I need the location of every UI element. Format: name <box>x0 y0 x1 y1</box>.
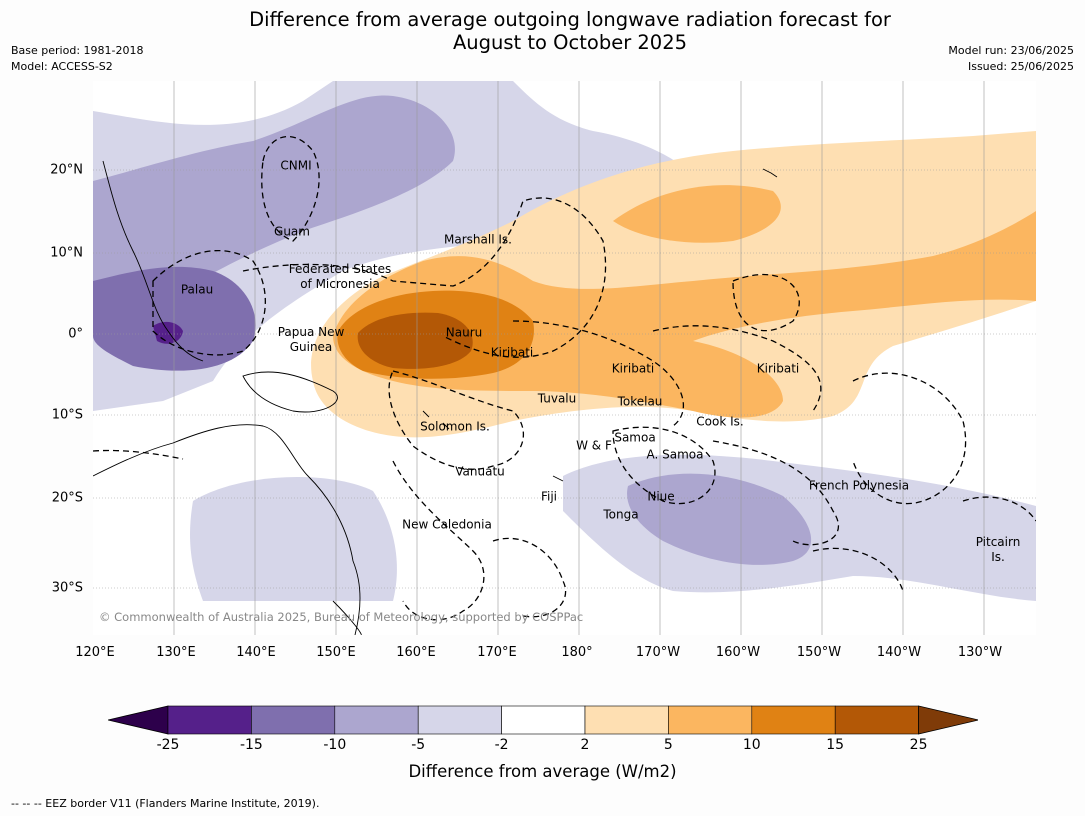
colorbar-segment <box>834 705 919 735</box>
lon-tick-label: 130°W <box>957 645 1003 660</box>
colorbar <box>108 705 978 735</box>
base-period: Base period: 1981-2018 <box>11 44 144 57</box>
field-orange-north <box>613 185 781 243</box>
copyright-text: © Commonwealth of Australia 2025, Bureau… <box>99 610 583 624</box>
region-label: Samoa <box>614 430 656 445</box>
region-label: CNMI <box>280 158 312 173</box>
field-deep-purple-core <box>153 321 183 344</box>
lat-tick-label: 0° <box>68 326 83 342</box>
colorbar-segment <box>751 705 836 735</box>
lon-tick-label: 180° <box>561 645 593 660</box>
colorbar-extension-low <box>108 705 169 735</box>
graticule <box>93 81 1036 635</box>
lat-tick-label: 20°N <box>50 162 83 178</box>
meta-right: Model run: 23/06/2025 Issued: 25/06/2025 <box>948 43 1074 75</box>
region-label: Tuvalu <box>537 391 577 406</box>
region-label: A. Samoa <box>646 447 704 462</box>
colorbar-tick-label: -5 <box>411 737 426 753</box>
colorbar-segment <box>584 705 669 735</box>
lon-tick-label: 160°E <box>396 645 436 660</box>
meta-left: Base period: 1981-2018 Model: ACCESS-S2 <box>11 43 143 75</box>
region-label: Papua New Guinea <box>277 325 345 354</box>
colorbar-segment <box>334 705 419 735</box>
title-line-1: Difference from average outgoing longwav… <box>249 8 891 31</box>
region-label: Niue <box>647 489 675 504</box>
colorbar-segment <box>251 705 336 735</box>
model-run: Model run: 23/06/2025 <box>948 44 1074 57</box>
model-name: Model: ACCESS-S2 <box>11 60 113 73</box>
title-line-2: August to October 2025 <box>452 31 688 54</box>
region-label: W & F <box>576 438 612 453</box>
lon-tick-label: 140°W <box>876 645 922 660</box>
region-label: Kiribati <box>611 361 655 376</box>
issued-date: Issued: 25/06/2025 <box>967 60 1074 73</box>
region-label: Pitcairn Is. <box>975 535 1021 564</box>
lon-tick-label: 170°W <box>635 645 681 660</box>
lon-tick-label: 160°W <box>715 645 761 660</box>
anomaly-fields <box>93 81 1036 601</box>
philippines-coast <box>102 160 204 362</box>
field-medium-purple-north <box>93 95 455 321</box>
region-label: Vanuatu <box>455 464 505 479</box>
new-guinea-coast <box>242 371 338 413</box>
colorbar-label: Difference from average (W/m2) <box>0 762 1085 781</box>
region-label: Kiribati <box>756 361 800 376</box>
colorbar-tick-label: 25 <box>909 737 928 753</box>
field-dark-purple-maritime <box>93 266 256 371</box>
eez-borders <box>93 135 1036 621</box>
lat-tick-label: 30°S <box>51 580 83 596</box>
region-label: New Caledonia <box>402 517 492 532</box>
small-islands <box>422 168 778 482</box>
region-label: Kiribati <box>490 345 534 360</box>
lon-tick-label: 140°E <box>236 645 276 660</box>
region-label: Fiji <box>540 489 558 504</box>
field-medium-purple-south <box>627 473 812 565</box>
lon-tick-label: 170°E <box>477 645 517 660</box>
colorbar-tick-label: 2 <box>580 737 590 753</box>
region-label: French Polynesia <box>808 478 910 493</box>
region-label: Solomon Is. <box>420 419 490 434</box>
colorbar-tick-label: 5 <box>663 737 673 753</box>
map-panel: © Commonwealth of Australia 2025, Bureau… <box>93 81 1036 635</box>
region-label: Guam <box>274 224 310 239</box>
region-label: Marshall Is. <box>444 232 512 247</box>
colorbar-segment <box>417 705 502 735</box>
region-label: Tonga <box>603 507 639 522</box>
colorbar-segment <box>668 705 753 735</box>
lat-tick-label: 10°S <box>51 407 83 423</box>
lon-tick-label: 150°W <box>796 645 842 660</box>
eez-footnote: -- -- -- EEZ border V11 (Flanders Marine… <box>11 797 320 810</box>
region-label: Federated States of Micronesia <box>288 262 392 291</box>
region-label: Nauru <box>445 325 483 340</box>
coastlines <box>93 160 778 635</box>
field-light-purple-australia <box>190 477 397 601</box>
colorbar-tick-label: 10 <box>742 737 761 753</box>
lon-tick-label: 150°E <box>316 645 356 660</box>
australia-coast <box>93 424 361 635</box>
lat-tick-label: 10°N <box>50 245 83 261</box>
lat-tick-label: 20°S <box>51 490 83 506</box>
colorbar-tick-label: -25 <box>156 737 180 753</box>
colorbar-tick-label: -15 <box>239 737 263 753</box>
field-brown-core <box>357 312 473 369</box>
region-label: Palau <box>180 282 214 297</box>
colorbar-tick-label: 15 <box>826 737 845 753</box>
colorbar-segment <box>167 705 252 735</box>
region-label: Cook Is. <box>696 414 744 429</box>
colorbar-label-text: Difference from average (W/m2) <box>408 762 677 781</box>
colorbar-extension-high <box>918 705 978 735</box>
lon-tick-label: 120°E <box>75 645 115 660</box>
chart-title: Difference from average outgoing longwav… <box>0 8 1085 54</box>
colorbar-tick-label: -10 <box>323 737 347 753</box>
lon-tick-label: 130°E <box>156 645 196 660</box>
region-label: Tokelau <box>617 394 663 409</box>
new-zealand-coast <box>332 600 362 635</box>
colorbar-segment <box>501 705 586 735</box>
colorbar-tick-label: -2 <box>494 737 509 753</box>
